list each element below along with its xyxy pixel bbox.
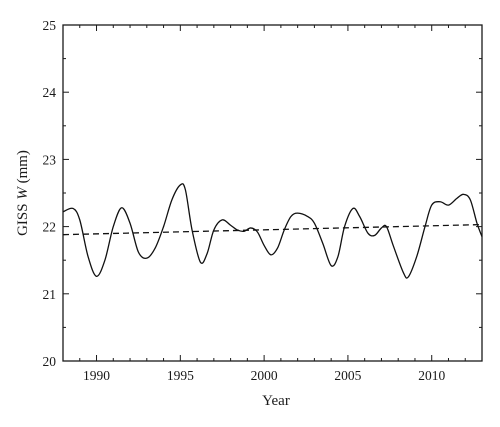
x-tick-labels: 1990 1995 2000 2005 2010 xyxy=(83,368,445,383)
y-axis-label-unit: (mm) xyxy=(15,150,31,187)
x-tick-label: 2010 xyxy=(418,368,445,383)
x-tick-label: 2000 xyxy=(251,368,278,383)
y-tick-labels: 20 21 22 23 24 25 xyxy=(43,18,57,369)
trend-line xyxy=(62,223,483,236)
y-tick-label: 22 xyxy=(43,220,57,235)
y-axis-label: GISS W (mm) xyxy=(15,150,31,236)
y-axis-label-variable: W xyxy=(15,186,31,200)
x-tick-label: 1995 xyxy=(167,368,194,383)
x-tick-label: 2005 xyxy=(334,368,361,383)
x-axis-label: Year xyxy=(262,393,290,409)
tick-marks xyxy=(62,24,483,362)
y-tick-label: 23 xyxy=(43,152,57,167)
y-tick-label: 25 xyxy=(43,18,57,33)
water-vapor-series-line xyxy=(62,183,483,279)
y-tick-label: 20 xyxy=(43,354,57,369)
x-tick-label: 1990 xyxy=(83,368,110,383)
y-tick-label: 21 xyxy=(43,287,57,302)
y-tick-label: 24 xyxy=(43,85,57,100)
y-axis-label-prefix: GISS xyxy=(15,200,31,236)
plot-frame xyxy=(62,24,483,362)
